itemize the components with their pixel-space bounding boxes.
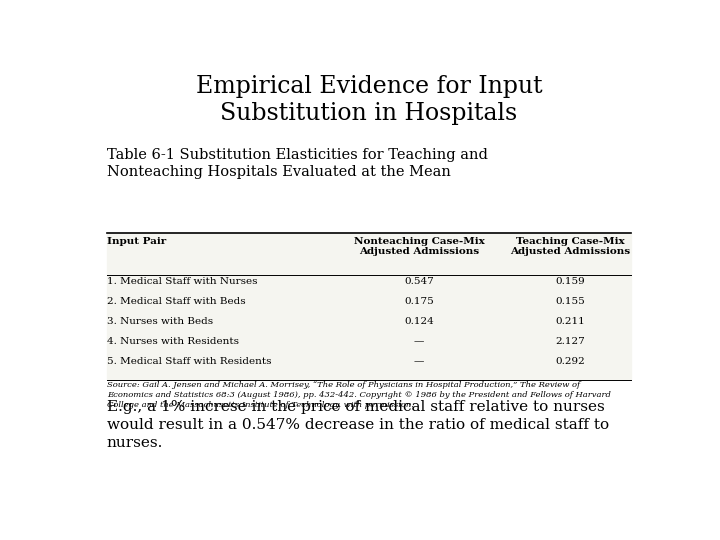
Text: Source: Gail A. Jensen and Michael A. Morrisey, “The Role of Physicians in Hospi: Source: Gail A. Jensen and Michael A. Mo…: [107, 381, 611, 409]
Text: 3. Nurses with Beds: 3. Nurses with Beds: [107, 317, 213, 326]
Text: Empirical Evidence for Input
Substitution in Hospitals: Empirical Evidence for Input Substitutio…: [196, 75, 542, 125]
Text: 0.292: 0.292: [555, 357, 585, 366]
Text: 2. Medical Staff with Beds: 2. Medical Staff with Beds: [107, 297, 246, 306]
Text: —: —: [414, 337, 424, 346]
Text: 4. Nurses with Residents: 4. Nurses with Residents: [107, 337, 239, 346]
Text: 0.175: 0.175: [405, 297, 434, 306]
Text: 0.159: 0.159: [555, 277, 585, 286]
Text: Input Pair: Input Pair: [107, 237, 166, 246]
Text: 0.124: 0.124: [405, 317, 434, 326]
Text: Teaching Case-Mix
Adjusted Admissions: Teaching Case-Mix Adjusted Admissions: [510, 237, 630, 256]
Bar: [107, 233, 631, 379]
Text: 1. Medical Staff with Nurses: 1. Medical Staff with Nurses: [107, 277, 257, 286]
Text: 2.127: 2.127: [555, 337, 585, 346]
Text: E.g., a 1% increse in the price of medical staff relative to nurses
would result: E.g., a 1% increse in the price of medic…: [107, 400, 609, 450]
Text: Nonteaching Case-Mix
Adjusted Admissions: Nonteaching Case-Mix Adjusted Admissions: [354, 237, 485, 256]
Text: 0.547: 0.547: [405, 277, 434, 286]
Text: 5. Medical Staff with Residents: 5. Medical Staff with Residents: [107, 357, 271, 366]
Text: 0.155: 0.155: [555, 297, 585, 306]
Text: Table 6-1 Substitution Elasticities for Teaching and
Nonteaching Hospitals Evalu: Table 6-1 Substitution Elasticities for …: [107, 148, 487, 179]
Text: —: —: [414, 357, 424, 366]
Text: 0.211: 0.211: [555, 317, 585, 326]
